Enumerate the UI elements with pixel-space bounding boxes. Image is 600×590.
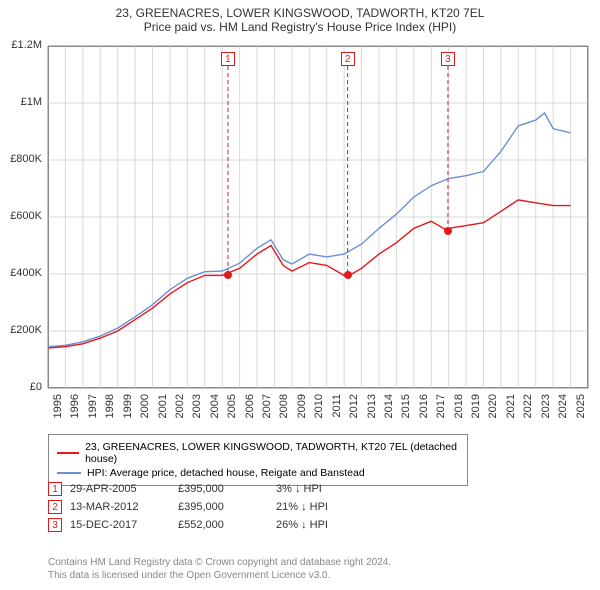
x-tick-label: 2022 [522, 394, 534, 424]
x-tick-label: 1999 [122, 394, 134, 424]
y-tick-label: £600K [0, 210, 42, 222]
x-tick-label: 2015 [400, 394, 412, 424]
x-tick-label: 2007 [261, 394, 273, 424]
x-tick-label: 2003 [191, 394, 203, 424]
sale-marker-box: 1 [221, 52, 235, 66]
y-tick-label: £0 [0, 381, 42, 393]
sale-marker-dot [444, 227, 452, 235]
x-tick-label: 2021 [505, 394, 517, 424]
x-tick-label: 2011 [331, 394, 343, 424]
x-tick-label: 2002 [174, 394, 186, 424]
x-tick-label: 2009 [296, 394, 308, 424]
x-tick-label: 2000 [139, 394, 151, 424]
x-tick-label: 2024 [557, 394, 569, 424]
y-tick-label: £400K [0, 267, 42, 279]
sale-marker-box: 3 [441, 52, 455, 66]
y-tick-label: £800K [0, 153, 42, 165]
x-tick-label: 2016 [418, 394, 430, 424]
y-tick-label: £1M [0, 96, 42, 108]
x-tick-label: 1998 [104, 394, 116, 424]
sale-marker-box: 2 [341, 52, 355, 66]
x-tick-label: 2012 [348, 394, 360, 424]
x-tick-label: 2014 [383, 394, 395, 424]
x-tick-label: 2010 [313, 394, 325, 424]
y-tick-label: £200K [0, 324, 42, 336]
x-tick-label: 2004 [209, 394, 221, 424]
y-tick-label: £1.2M [0, 39, 42, 51]
x-tick-label: 2023 [540, 394, 552, 424]
x-tick-label: 2001 [157, 394, 169, 424]
sale-marker-dot [224, 271, 232, 279]
chart-container: 23, GREENACRES, LOWER KINGSWOOD, TADWORT… [0, 0, 600, 590]
x-tick-label: 2008 [278, 394, 290, 424]
x-tick-label: 2006 [244, 394, 256, 424]
sale-marker-dot [344, 271, 352, 279]
x-tick-label: 2013 [366, 394, 378, 424]
x-tick-label: 2017 [435, 394, 447, 424]
x-tick-label: 1997 [87, 394, 99, 424]
x-tick-label: 2020 [487, 394, 499, 424]
x-tick-label: 2019 [470, 394, 482, 424]
x-tick-label: 1995 [52, 394, 64, 424]
x-tick-label: 1996 [69, 394, 81, 424]
x-tick-label: 2018 [453, 394, 465, 424]
x-tick-label: 2005 [226, 394, 238, 424]
x-tick-label: 2025 [575, 394, 587, 424]
